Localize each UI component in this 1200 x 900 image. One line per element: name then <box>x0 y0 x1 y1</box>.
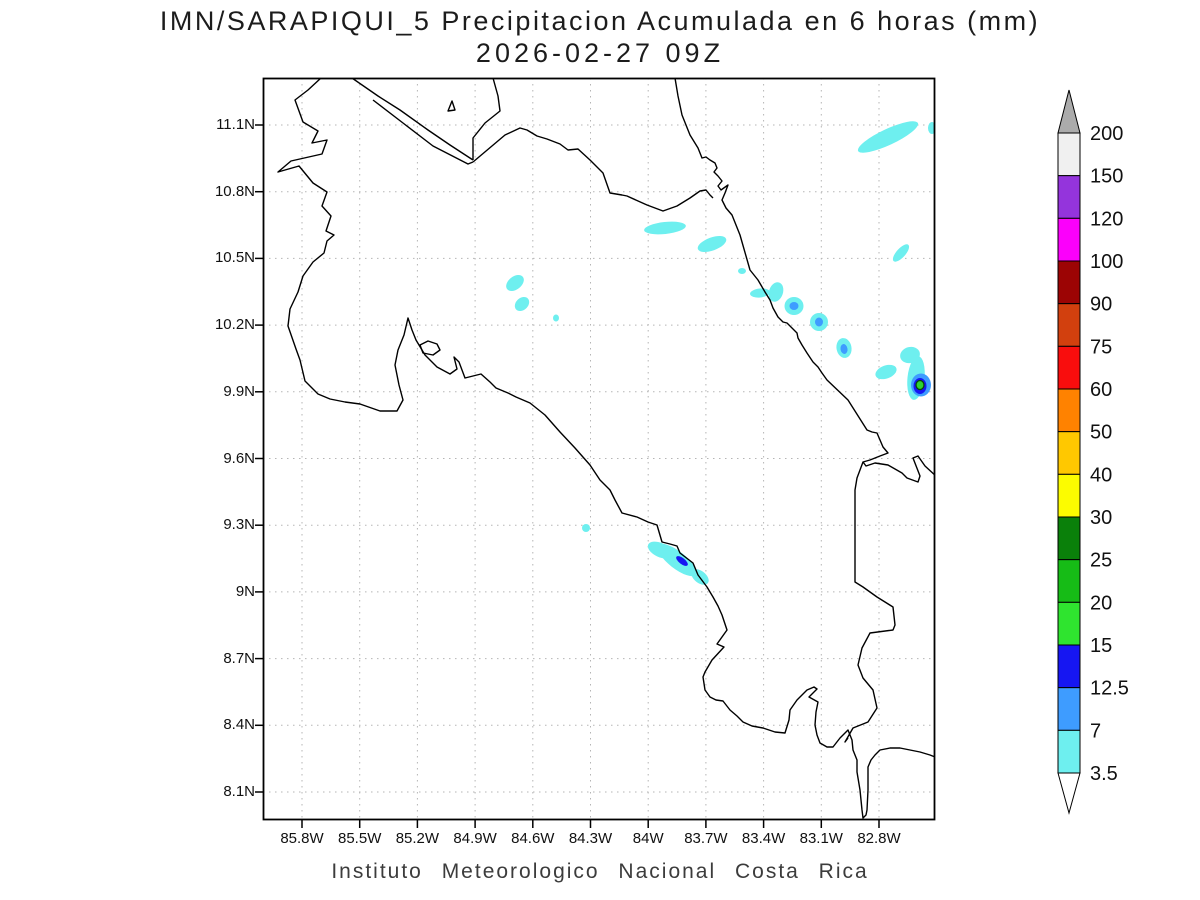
colorbar-segment <box>1057 687 1081 731</box>
lon-tick-label: 84.6W <box>511 830 555 847</box>
border-costa-rica-panama <box>844 461 896 743</box>
coastline-lake-nicaragua-south-shore <box>351 78 474 161</box>
precip-patch-3.5-7mm <box>768 282 784 302</box>
lon-tick-label: 83.1W <box>799 830 843 847</box>
plot-border <box>262 77 936 821</box>
precip-patch-3.5-7mm <box>697 236 727 252</box>
colorbar-segment <box>1057 303 1081 347</box>
colorbar-segment <box>1057 217 1081 262</box>
colorbar-segment <box>1057 431 1081 475</box>
map-plot-svg <box>255 77 936 828</box>
colorbar-level-label: 15 <box>1090 635 1112 657</box>
island-gulf-of-nicoya <box>419 340 441 356</box>
colorbar-segment <box>1057 601 1081 646</box>
lat-tick-label: 8.4N <box>223 716 255 734</box>
lon-tick-label: 85.5W <box>338 830 382 847</box>
plot-subtitle-datetime: 2026-02-27 09Z <box>475 38 725 68</box>
lon-tick-label: 83.7W <box>684 830 728 847</box>
colorbar-level-label: 200 <box>1090 123 1123 145</box>
colorbar-level-label: 25 <box>1090 550 1112 572</box>
river-san-juan-border <box>472 127 714 212</box>
colorbar-segment <box>1057 388 1081 433</box>
colorbar-segment <box>1057 516 1081 561</box>
coastline-lake-nicaragua-east-hook <box>472 78 501 160</box>
lon-tick-label: 84.3W <box>568 830 613 847</box>
colorbar-segment <box>1057 644 1081 689</box>
lat-tick-label: 9N <box>235 582 255 600</box>
lat-tick-label: 9.3N <box>223 516 255 534</box>
lat-tick-label: 10.2N <box>214 316 255 334</box>
precip-patch-3.5-7mm <box>644 221 686 235</box>
precip-patch-3.5-7mm <box>582 524 590 532</box>
lat-tick-label: 8.7N <box>223 649 255 667</box>
colorbar-segment <box>1057 132 1081 177</box>
border-nicaragua-costa-rica <box>372 99 474 165</box>
lat-tick-label: 11.1N <box>216 116 255 133</box>
precip-patch-7-12.5mm <box>815 317 823 327</box>
precip-patch-3.5-7mm <box>506 274 524 292</box>
lon-tick-label: 82.8W <box>857 830 901 847</box>
lat-tick-label: 9.9N <box>223 382 255 400</box>
colorbar-segment <box>1057 729 1081 774</box>
precip-patch-3.5-7mm <box>892 244 910 262</box>
plot-title: IMN/SARAPIQUI_5 Precipitacion Acumulada … <box>159 6 1041 36</box>
grid-layer <box>263 78 935 820</box>
colorbar-level-label: 90 <box>1090 294 1112 316</box>
colorbar-segment <box>1057 260 1081 305</box>
colorbar-segment <box>1057 345 1081 390</box>
colorbar-level-label: 75 <box>1090 336 1112 358</box>
lat-tick-label: 8.1N <box>223 783 255 800</box>
colorbar-level-label: 60 <box>1090 379 1112 401</box>
colorbar-segment <box>1057 175 1081 219</box>
precip-patch-3.5-7mm <box>857 121 919 153</box>
lon-tick-label: 85.2W <box>395 830 440 847</box>
lon-tick-label: 83.4W <box>741 830 786 847</box>
lat-tick-label: 10.5N <box>214 249 255 267</box>
colorbar-level-label: 20 <box>1090 592 1112 614</box>
colorbar-level-label: 40 <box>1090 464 1112 486</box>
precip-patch-3.5-7mm <box>928 122 935 134</box>
colorbar-level-label: 7 <box>1090 720 1101 742</box>
lat-tick-label: 9.6N <box>223 449 255 467</box>
footer-caption: Instituto Meteorologico Nacional Costa R… <box>331 860 869 883</box>
precip-patch-3.5-7mm <box>875 364 897 380</box>
precip-patch-7-12.5mm <box>840 344 848 354</box>
tick-layer <box>255 124 880 828</box>
colorbar-level-label: 12.5 <box>1090 678 1129 700</box>
colorbar-level-label: 30 <box>1090 507 1112 529</box>
lat-tick-label: 10.8N <box>214 182 255 200</box>
colorbar-level-label: 120 <box>1090 208 1123 230</box>
colorbar-segment <box>1057 559 1081 603</box>
map-plot-area: 11.1N 10.8N 10.5N 10.2N 9.9N 9.6N 9.3N 9N 8.7N 8.… <box>215 77 936 847</box>
precip-layer <box>506 121 935 585</box>
lon-tick-label: 84W <box>632 830 664 847</box>
precip-patch-7-12.5mm <box>789 302 799 310</box>
precip-patch-12.5-15mm <box>676 556 688 566</box>
lon-tick-label: 84.9W <box>453 830 497 847</box>
precip-patch-3.5-7mm <box>657 543 697 577</box>
coastline-layer <box>277 78 935 819</box>
lon-tick-label: 85.8W <box>280 830 324 847</box>
precip-patch-15-20mm <box>915 379 925 391</box>
precip-patch-3.5-7mm <box>514 297 530 311</box>
colorbar-level-label: 3.5 <box>1090 763 1118 785</box>
island-lake-nicaragua <box>447 100 456 112</box>
colorbar-below-arrow <box>1057 772 1081 815</box>
precip-patch-3.5-7mm <box>738 268 746 274</box>
colorbar-level-label: 50 <box>1090 422 1112 444</box>
colorbar-level-label: 150 <box>1090 166 1123 188</box>
colorbar-level-label: 100 <box>1090 251 1123 273</box>
coastline-caribbean <box>674 78 935 483</box>
colorbar: 200 150 120 100 90 75 60 50 40 30 25 20 15 12.5 7 3.5 <box>1050 80 1200 850</box>
coastline-pacific <box>277 78 935 819</box>
precip-patch-3.5-7mm <box>553 314 559 322</box>
colorbar-svg: 200 150 120 100 90 75 60 50 40 30 25 20 15 12.5 7 3.5 <box>1057 89 1129 815</box>
colorbar-above-arrow <box>1057 89 1081 134</box>
colorbar-segment <box>1057 473 1081 518</box>
